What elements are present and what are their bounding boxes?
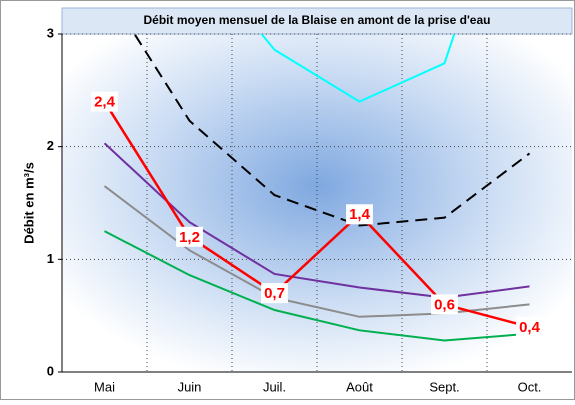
y-axis-label: Débit en m³/s [21,162,36,244]
x-tick-label: Juil. [263,379,286,394]
x-tick-label: Oct. [518,379,542,394]
data-label: 2,4 [94,94,116,111]
series-line [103,185,530,318]
data-label: 1,2 [179,229,200,246]
series-line [103,142,530,299]
series-line [103,100,530,329]
data-label: 0,6 [434,296,455,313]
series-line [133,34,531,227]
y-tick-label: 2 [47,138,54,153]
title-bar [61,7,573,35]
series-line [260,34,456,103]
chart-title: Débit moyen mensuel de la Blaise en amon… [144,13,491,27]
x-tick-label: Août [346,379,373,394]
y-tick-label: 0 [47,363,54,378]
data-label-box [431,294,458,315]
data-label-box [261,283,288,304]
x-tick-label: Sept. [429,379,459,394]
data-label-box [91,91,118,112]
data-label: 0,7 [264,285,285,302]
x-tick-label: Mai [94,379,115,394]
x-tick-label: Juin [178,379,202,394]
y-tick-label: 1 [47,251,54,266]
data-label: 1,4 [349,206,371,223]
data-label-box [176,226,203,247]
data-label-box [346,204,373,225]
data-label-box [516,316,543,337]
series-line [104,230,530,342]
data-label: 0,4 [519,319,541,336]
y-tick-label: 3 [47,25,54,40]
